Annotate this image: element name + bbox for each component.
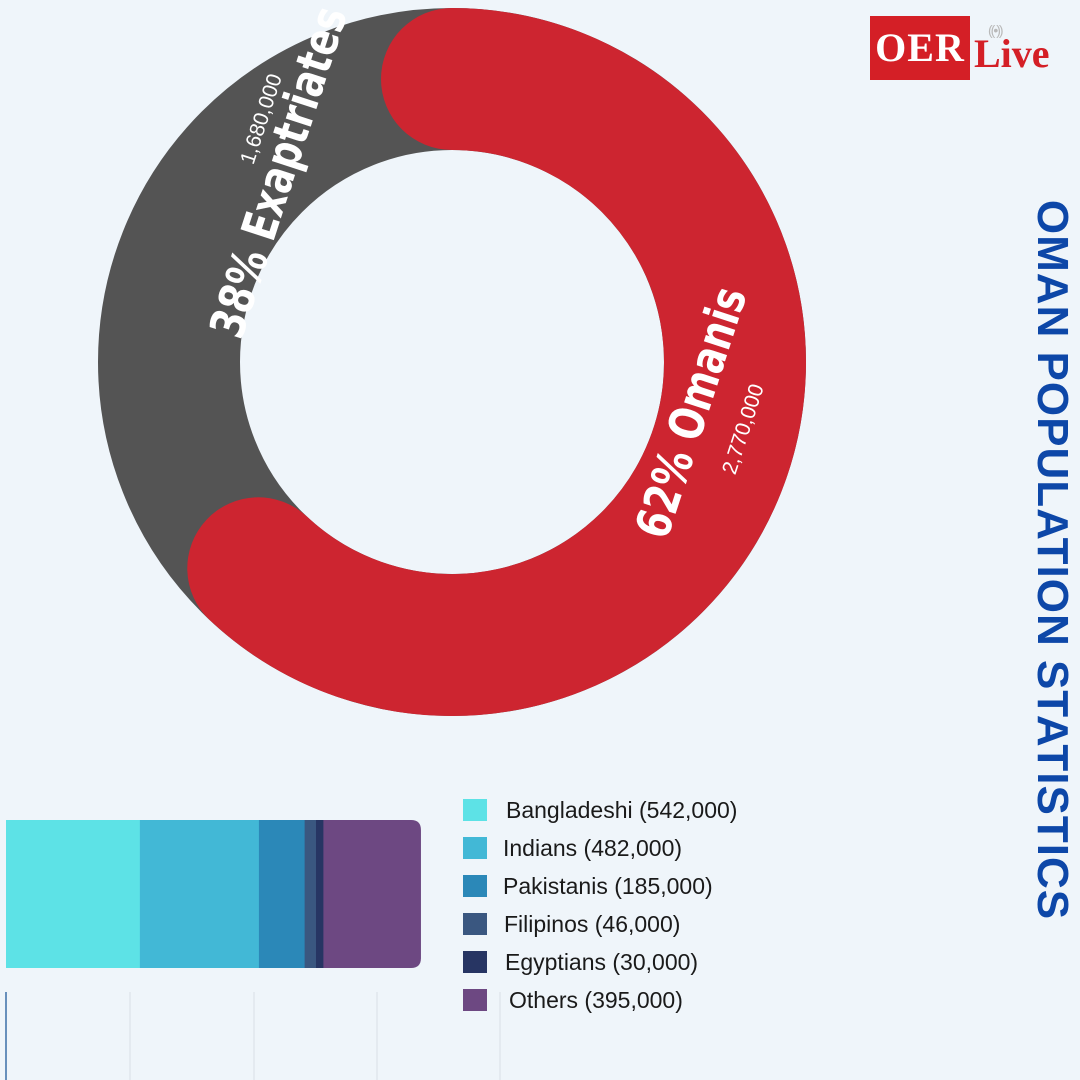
legend-swatch bbox=[463, 951, 487, 973]
legend-swatch bbox=[463, 875, 487, 897]
page-title: OMAN POPULATION STATISTICS bbox=[1028, 199, 1077, 921]
legend-label: Filipinos (46,000) bbox=[504, 911, 681, 937]
legend-label: Egyptians (30,000) bbox=[505, 949, 699, 975]
bar-segment bbox=[323, 820, 421, 968]
legend-swatch bbox=[463, 837, 487, 859]
broadcast-signal-icon: ((•)) bbox=[988, 22, 1004, 38]
bar-segment bbox=[6, 820, 141, 968]
expatriate-stacked-bar-chart bbox=[5, 820, 501, 1080]
bar-segment bbox=[315, 820, 324, 968]
legend-label: Pakistanis (185,000) bbox=[503, 873, 713, 899]
legend-label: Indians (482,000) bbox=[503, 835, 683, 861]
legend-swatch bbox=[463, 799, 487, 821]
oer-live-logo[interactable]: OER ((•)) Live bbox=[870, 16, 1066, 82]
bar-segment bbox=[139, 820, 260, 968]
logo-oer-text: OER bbox=[870, 16, 970, 80]
logo-live-text: Live bbox=[974, 31, 1050, 76]
bar-segment bbox=[258, 820, 306, 968]
legend-swatch bbox=[463, 913, 487, 935]
bar-segment bbox=[304, 820, 317, 968]
slice-omanis bbox=[187, 8, 806, 716]
legend-swatch bbox=[463, 989, 487, 1011]
legend-label: Bangladeshi (542,000) bbox=[506, 797, 738, 823]
legend-label: Others (395,000) bbox=[509, 987, 683, 1013]
